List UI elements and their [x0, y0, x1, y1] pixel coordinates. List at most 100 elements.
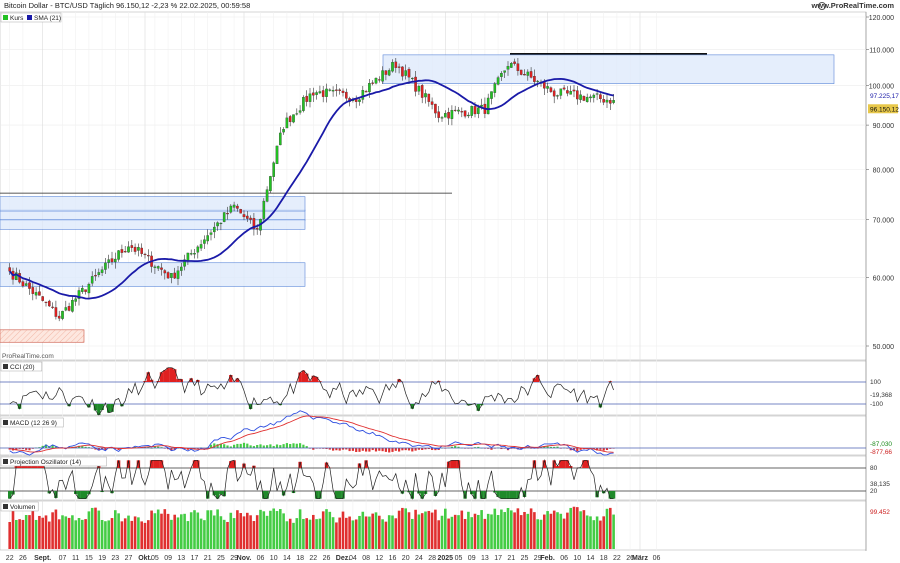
candle-body	[460, 111, 464, 113]
candle-body	[559, 88, 563, 96]
candle-body	[196, 246, 200, 253]
candle-body	[486, 97, 490, 115]
panel-proj	[0, 455, 867, 501]
macd-histogram-bar	[407, 448, 411, 451]
volume-bar	[140, 521, 143, 549]
volume-bar	[387, 515, 391, 549]
volume-bar	[595, 516, 599, 549]
macd-histogram-bar	[450, 446, 453, 448]
macd-histogram-bar	[579, 448, 582, 450]
macd-histogram-bar	[401, 448, 404, 451]
macd-histogram-bar	[553, 446, 556, 448]
cci-tick-label: -100	[870, 401, 883, 408]
candle-body	[28, 282, 31, 289]
volume-bar	[275, 511, 279, 549]
chart-title: Bitcoin Dollar - BTC/USD Täglich 96.150,…	[4, 1, 251, 10]
macd-histogram-bar	[285, 443, 288, 448]
time-label: 14	[283, 555, 291, 562]
price-tick-label: 110.000	[869, 48, 894, 55]
volume-bar	[51, 512, 54, 549]
volume-bar	[176, 517, 180, 549]
macd-histogram-bar	[355, 448, 358, 452]
volume-bar	[572, 506, 576, 549]
volume-bar	[338, 517, 341, 549]
candle-body	[123, 251, 127, 253]
time-label: 09	[164, 555, 172, 562]
candle-body	[331, 89, 335, 92]
macd-histogram-bar	[605, 448, 609, 451]
volume-bar	[361, 511, 365, 549]
brand-link[interactable]: www.ProRealTime.com	[811, 1, 894, 10]
macd-histogram-bar	[365, 448, 368, 452]
volume-bar	[569, 507, 572, 549]
volume-bar	[523, 512, 526, 549]
macd-title-box	[0, 417, 64, 428]
volume-bar	[378, 515, 381, 549]
candle-body	[77, 290, 81, 299]
macd-histogram-bar	[378, 448, 381, 451]
projection-title-swatch	[3, 459, 8, 464]
candle-body	[226, 213, 229, 215]
volume-bar	[559, 513, 563, 549]
volume-bar	[576, 507, 579, 549]
volume-bar	[364, 516, 368, 549]
volume-bar	[473, 513, 477, 549]
volume-bar	[424, 511, 427, 549]
volume-bar	[232, 518, 236, 549]
candle-body	[529, 71, 533, 78]
candle-body	[120, 249, 124, 253]
macd-histogram-bar	[368, 448, 371, 452]
candle-body	[117, 250, 120, 260]
volume-bar	[44, 515, 48, 549]
volume-bar	[318, 518, 322, 549]
candle-body	[609, 100, 612, 104]
candle-body	[87, 283, 91, 294]
macd-histogram-bar	[546, 446, 549, 448]
volume-bar	[500, 509, 503, 549]
candle-body	[74, 298, 78, 302]
volume-title-swatch	[3, 504, 8, 509]
volume-bar	[401, 507, 404, 549]
volume-bar	[404, 508, 407, 549]
volume-bar	[209, 510, 213, 549]
candle-body	[384, 70, 388, 75]
candle-body	[14, 272, 18, 281]
candle-body	[335, 89, 338, 91]
macd-histogram-bar	[21, 448, 24, 450]
candle-body	[97, 272, 101, 276]
volume-bar	[74, 520, 77, 549]
search-icon[interactable]	[818, 2, 826, 10]
candle-body	[311, 92, 315, 96]
volume-bar	[120, 521, 124, 549]
volume-bar	[533, 512, 536, 549]
macd-histogram-bar	[391, 448, 394, 452]
candle-body	[212, 226, 216, 233]
candle-body	[549, 87, 553, 92]
candle-body	[288, 116, 292, 123]
volume-bar	[67, 517, 71, 549]
volume-bar	[437, 520, 440, 549]
volume-bar	[34, 519, 38, 549]
volume-bar	[384, 521, 388, 549]
candle-body	[64, 307, 68, 311]
volume-bar	[170, 519, 173, 549]
macd-histogram-bar	[160, 447, 163, 448]
candle-body	[612, 100, 615, 103]
candle-body	[443, 113, 447, 118]
volume-bar	[213, 515, 216, 549]
candle-body	[249, 217, 252, 220]
macd-histogram-bar	[549, 446, 552, 448]
macd-histogram-bar	[18, 448, 21, 449]
volume-bar	[516, 508, 520, 549]
candle-body	[490, 91, 493, 99]
time-label: 26	[626, 555, 634, 562]
price-tick-label: 90.000	[873, 123, 895, 130]
candle-body	[536, 80, 539, 82]
volume-bar	[605, 508, 609, 549]
volume-value-label-box	[868, 508, 898, 516]
macd-histogram-bar	[28, 448, 31, 451]
macd-histogram-bar	[358, 448, 361, 452]
volume-bar	[183, 513, 186, 549]
volume-bar	[539, 519, 543, 549]
volume-bar	[265, 515, 269, 549]
